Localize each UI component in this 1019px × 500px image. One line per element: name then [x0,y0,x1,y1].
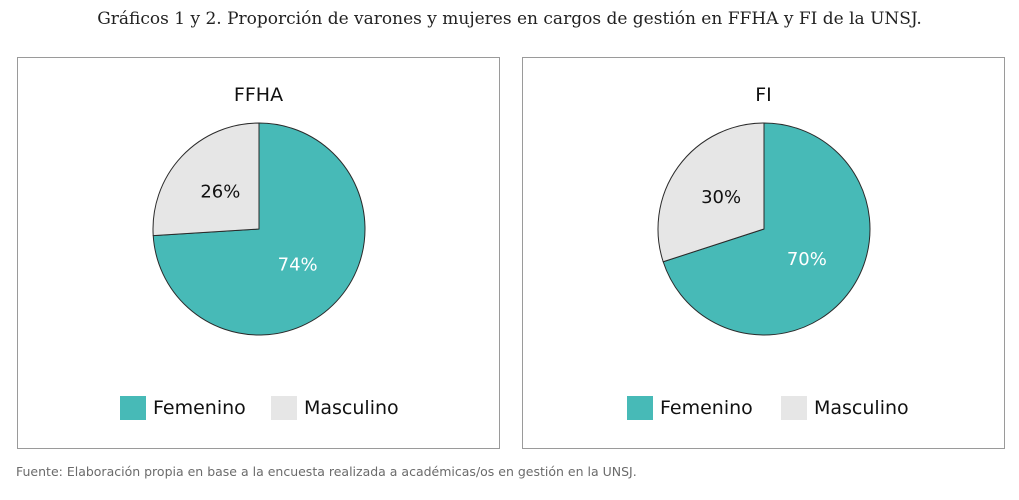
legend-label-masculino: Masculino [814,397,909,419]
legend-swatch-femenino [627,396,653,420]
pie-label-masculino: 26% [200,182,240,203]
figure-title: Gráficos 1 y 2. Proporción de varones y … [97,9,922,29]
legend-swatch-femenino [120,396,146,420]
pie-slice-femenino [662,122,871,336]
pie-chart-ffha: 74% 26% [152,122,366,336]
chart-title-ffha: FFHA [233,84,284,106]
pie-slice-masculino [657,122,765,263]
legend-swatch-masculino [271,396,297,420]
chart-panel-ffha: FFHA 74% 26% Femenino Masculino [17,57,500,449]
source-note: Fuente: Elaboración propia en base a la … [16,464,637,479]
legend-label-femenino: Femenino [660,397,753,419]
chart-panel-fi: FI 70% 30% Femenino Masculino [522,57,1005,449]
legend-label-femenino: Femenino [153,397,246,419]
pie-label-femenino: 74% [278,254,318,275]
legend-swatch-masculino [781,396,807,420]
pie-slice-masculino [152,122,260,237]
legend-item-femenino: Femenino [120,396,246,420]
pie-label-masculino: 30% [701,187,741,208]
legend-item-femenino: Femenino [627,396,753,420]
legend-item-masculino: Masculino [781,396,909,420]
legend-item-masculino: Masculino [271,396,399,420]
pie-label-femenino: 70% [787,249,827,270]
legend-label-masculino: Masculino [304,397,399,419]
pie-chart-fi: 70% 30% [657,122,871,336]
chart-title-fi: FI [755,84,772,106]
